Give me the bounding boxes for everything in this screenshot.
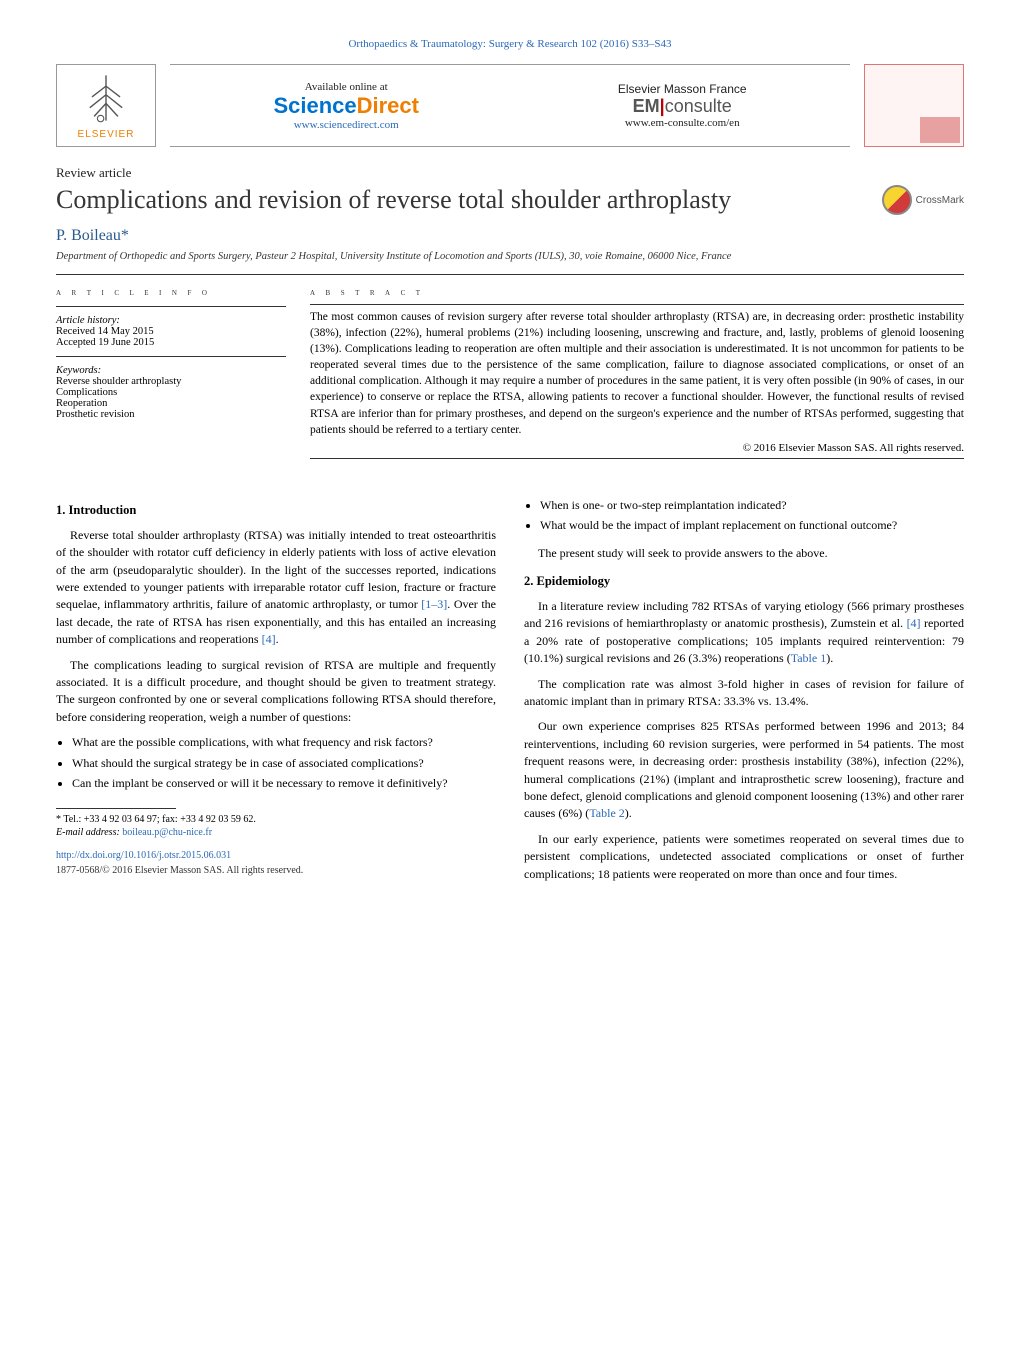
intro-paragraph-2: The complications leading to surgical re… bbox=[56, 657, 496, 727]
corresponding-asterisk: * bbox=[121, 227, 129, 244]
table-link[interactable]: Table 1 bbox=[791, 651, 826, 665]
keyword: Prosthetic revision bbox=[56, 409, 286, 420]
article-body: 1. Introduction Reverse total shoulder a… bbox=[56, 491, 964, 891]
table-link[interactable]: Table 2 bbox=[589, 806, 624, 820]
emconsulte-block: Elsevier Masson France EM|consulte www.e… bbox=[618, 82, 747, 129]
intro-question-list-cont: When is one- or two-step reimplantation … bbox=[540, 497, 964, 535]
section-heading-introduction: 1. Introduction bbox=[56, 501, 496, 519]
footnote-separator bbox=[56, 808, 176, 809]
list-item: What would be the impact of implant repl… bbox=[540, 517, 964, 534]
header-middle-panel: Available online at ScienceDirect www.sc… bbox=[170, 64, 850, 147]
keyword: Complications bbox=[56, 387, 286, 398]
received-date: Received 14 May 2015 bbox=[56, 326, 286, 337]
abstract-copyright: © 2016 Elsevier Masson SAS. All rights r… bbox=[310, 442, 964, 454]
available-online-label: Available online at bbox=[273, 81, 419, 93]
abstract-panel: a b s t r a c t The most common causes o… bbox=[310, 287, 964, 459]
keyword: Reoperation bbox=[56, 398, 286, 409]
keywords-label: Keywords: bbox=[56, 365, 286, 376]
author-email[interactable]: boileau.p@chu-nice.fr bbox=[122, 827, 212, 838]
emconsulte-logo: EM|consulte bbox=[618, 96, 747, 117]
journal-citation: Orthopaedics & Traumatology: Surgery & R… bbox=[56, 38, 964, 50]
citation-link[interactable]: [1–3] bbox=[421, 597, 447, 611]
article-info-panel: a r t i c l e i n f o Article history: R… bbox=[56, 287, 286, 459]
keyword: Reverse shoulder arthroplasty bbox=[56, 376, 286, 387]
elsevier-label: ELSEVIER bbox=[78, 129, 135, 140]
epi-paragraph-4: In our early experience, patients were s… bbox=[524, 831, 964, 883]
doi-link[interactable]: http://dx.doi.org/10.1016/j.otsr.2015.06… bbox=[56, 849, 496, 864]
intro-paragraph-1: Reverse total shoulder arthroplasty (RTS… bbox=[56, 527, 496, 649]
epi-paragraph-2: The complication rate was almost 3-fold … bbox=[524, 676, 964, 711]
sciencedirect-block: Available online at ScienceDirect www.sc… bbox=[273, 81, 419, 131]
intro-paragraph-3: The present study will seek to provide a… bbox=[524, 545, 964, 562]
epi-paragraph-3: Our own experience comprises 825 RTSAs p… bbox=[524, 718, 964, 822]
article-history-label: Article history: bbox=[56, 315, 286, 326]
crossmark-icon bbox=[882, 185, 912, 215]
epi-paragraph-1: In a literature review including 782 RTS… bbox=[524, 598, 964, 668]
list-item: Can the implant be conserved or will it … bbox=[72, 775, 496, 792]
article-type-label: Review article bbox=[56, 165, 964, 181]
abstract-heading: a b s t r a c t bbox=[310, 287, 964, 298]
masthead: ELSEVIER Available online at ScienceDire… bbox=[56, 64, 964, 147]
crossmark-badge[interactable]: CrossMark bbox=[882, 185, 964, 215]
accepted-date: Accepted 19 June 2015 bbox=[56, 337, 286, 348]
section-heading-epidemiology: 2. Epidemiology bbox=[524, 572, 964, 590]
abstract-text: The most common causes of revision surge… bbox=[310, 309, 964, 438]
list-item: What are the possible complications, wit… bbox=[72, 734, 496, 751]
journal-cover-thumb bbox=[864, 64, 964, 147]
elsevier-logo-box: ELSEVIER bbox=[56, 64, 156, 147]
sciencedirect-link[interactable]: www.sciencedirect.com bbox=[273, 119, 419, 131]
author-name: P. Boileau* bbox=[56, 227, 964, 245]
crossmark-label: CrossMark bbox=[916, 195, 964, 206]
citation-link[interactable]: [4] bbox=[262, 632, 276, 646]
article-title: Complications and revision of reverse to… bbox=[56, 185, 731, 215]
issn-copyright: 1877-0568/© 2016 Elsevier Masson SAS. Al… bbox=[56, 864, 496, 879]
sciencedirect-logo: ScienceDirect bbox=[273, 93, 419, 119]
rule-top bbox=[56, 274, 964, 275]
citation-link[interactable]: [4] bbox=[907, 616, 921, 630]
list-item: When is one- or two-step reimplantation … bbox=[540, 497, 964, 514]
list-item: What should the surgical strategy be in … bbox=[72, 755, 496, 772]
corresponding-author-footnote: * Tel.: +33 4 92 03 64 97; fax: +33 4 92… bbox=[56, 813, 496, 839]
elsevier-tree-icon bbox=[79, 71, 133, 125]
article-info-heading: a r t i c l e i n f o bbox=[56, 287, 286, 298]
intro-question-list: What are the possible complications, wit… bbox=[72, 734, 496, 792]
emconsulte-link[interactable]: www.em-consulte.com/en bbox=[618, 117, 747, 129]
elsevier-masson-label: Elsevier Masson France bbox=[618, 82, 747, 96]
author-affiliation: Department of Orthopedic and Sports Surg… bbox=[56, 251, 964, 262]
